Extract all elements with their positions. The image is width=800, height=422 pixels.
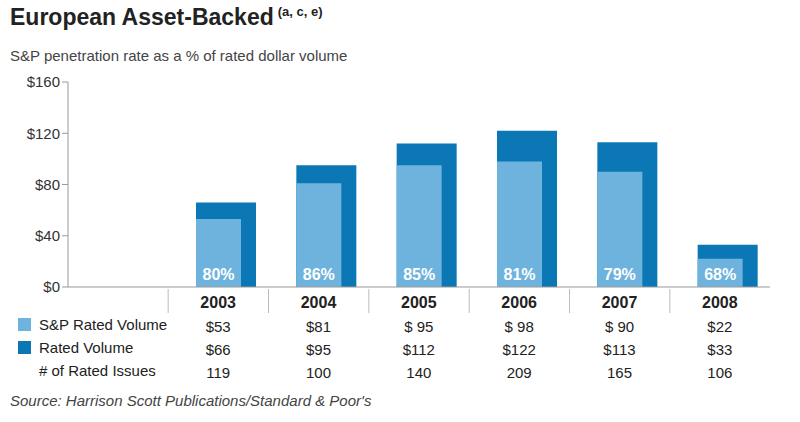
svg-text:$ 90: $ 90 xyxy=(605,318,634,335)
svg-text:68%: 68% xyxy=(704,266,736,283)
svg-text:2007: 2007 xyxy=(602,294,638,311)
svg-text:100: 100 xyxy=(306,364,331,381)
svg-text:119: 119 xyxy=(206,364,230,381)
svg-text:$ 95: $ 95 xyxy=(404,318,433,335)
svg-text:$120: $120 xyxy=(27,125,60,142)
svg-text:80%: 80% xyxy=(202,266,234,283)
svg-text:85%: 85% xyxy=(403,266,435,283)
svg-text:$0: $0 xyxy=(43,278,60,295)
html-text:European Asset-Backed(a, c, e): European Asset-Backed(a, c, e) xyxy=(10,4,323,30)
svg-text:$113: $113 xyxy=(603,341,635,358)
svg-text:2003: 2003 xyxy=(200,294,236,311)
svg-text:$ 98: $ 98 xyxy=(505,318,534,335)
html-text:# of Rated Issues: # of Rated Issues xyxy=(39,361,156,379)
svg-text:$122: $122 xyxy=(502,341,535,358)
html-text:Source: Harrison Scott Publica: Source: Harrison Scott Publications/Stan… xyxy=(10,392,372,409)
svg-text:$22: $22 xyxy=(707,318,732,335)
html-text:S&P Rated Volume: S&P Rated Volume xyxy=(39,315,168,333)
svg-text:2004: 2004 xyxy=(301,294,337,311)
svg-text:$112: $112 xyxy=(403,341,435,358)
html-text:Rated Volume: Rated Volume xyxy=(39,338,134,356)
svg-text:2005: 2005 xyxy=(401,294,437,311)
svg-text:106: 106 xyxy=(707,364,732,381)
svg-text:81%: 81% xyxy=(503,266,535,283)
svg-text:209: 209 xyxy=(507,364,532,381)
svg-text:$40: $40 xyxy=(35,227,60,244)
svg-text:$160: $160 xyxy=(27,73,60,90)
svg-text:165: 165 xyxy=(607,364,632,381)
html-text:S&P penetration rate as a % of: S&P penetration rate as a % of rated dol… xyxy=(10,47,348,64)
svg-text:$33: $33 xyxy=(707,341,732,358)
svg-text:$95: $95 xyxy=(306,341,331,358)
svg-text:79%: 79% xyxy=(604,266,636,283)
svg-text:$81: $81 xyxy=(306,318,331,335)
svg-text:$66: $66 xyxy=(206,341,231,358)
svg-text:140: 140 xyxy=(406,364,431,381)
svg-text:$80: $80 xyxy=(35,176,60,193)
svg-text:2008: 2008 xyxy=(702,294,738,311)
svg-text:$53: $53 xyxy=(206,318,231,335)
svg-text:2006: 2006 xyxy=(501,294,537,311)
svg-text:86%: 86% xyxy=(303,266,335,283)
